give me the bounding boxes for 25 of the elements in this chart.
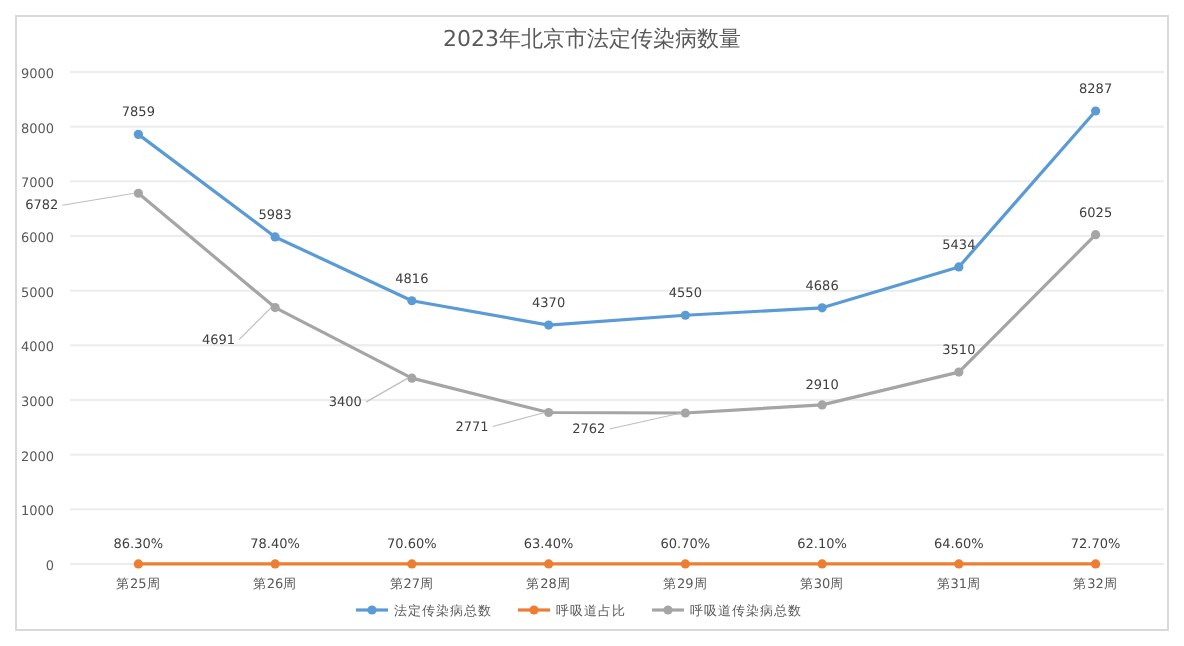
- point: [133, 559, 143, 569]
- point: [270, 302, 280, 313]
- point: [680, 310, 690, 320]
- point: [1091, 106, 1101, 116]
- point: [133, 188, 143, 198]
- point: [954, 262, 964, 272]
- point: [544, 320, 554, 330]
- point: [954, 367, 964, 377]
- point: [407, 559, 417, 569]
- point: [954, 559, 964, 569]
- point: [1091, 230, 1101, 240]
- point: [680, 408, 690, 418]
- point: [407, 373, 417, 383]
- point: [270, 559, 280, 569]
- point: [817, 303, 827, 313]
- point: [270, 232, 280, 242]
- point: [817, 559, 827, 569]
- point: [544, 559, 554, 569]
- point: [680, 559, 690, 569]
- point: [133, 129, 143, 139]
- point: [544, 407, 554, 418]
- point: [407, 296, 417, 306]
- point: [817, 400, 827, 410]
- chart-title: 2023年北京市法定传染病数量: [443, 26, 741, 52]
- point: [1091, 559, 1101, 569]
